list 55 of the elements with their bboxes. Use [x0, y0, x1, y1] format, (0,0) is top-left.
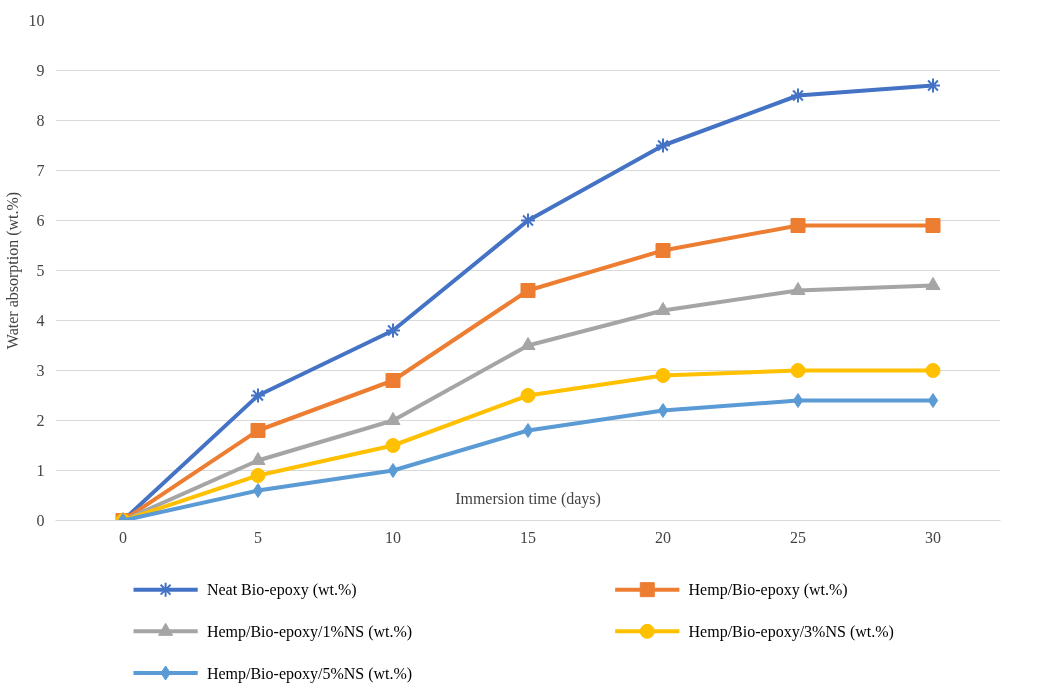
point: [385, 322, 401, 339]
y-tick-label: 2: [36, 412, 45, 429]
point: [925, 77, 941, 94]
y-tick-label: 10: [28, 12, 45, 29]
point: [387, 463, 399, 478]
y-tick-label: 6: [36, 212, 45, 229]
point: [250, 387, 266, 404]
point: [385, 373, 401, 388]
point: [925, 218, 941, 233]
point: [522, 423, 534, 438]
x-tick-label: 5: [254, 528, 262, 546]
x-tick-label: 25: [790, 528, 806, 546]
x-tick-label: 10: [385, 528, 401, 546]
point: [250, 451, 266, 466]
point: [790, 281, 806, 296]
point: [657, 403, 669, 418]
point: [655, 368, 671, 383]
y-tick-label: 9: [36, 62, 45, 79]
point: [790, 363, 806, 378]
y-axis-title: Water absorption (wt.%): [3, 191, 22, 350]
point: [792, 393, 804, 408]
point: [925, 363, 941, 378]
x-axis-title: Immersion time (days): [455, 489, 601, 508]
point: [790, 87, 806, 104]
point: [385, 411, 401, 426]
y-tick-label: 5: [36, 262, 45, 279]
x-tick-label: 30: [925, 528, 941, 546]
x-tick-label: 0: [119, 528, 127, 546]
legend-label: Neat Bio-epoxy (wt.%): [206, 581, 357, 600]
point: [250, 468, 266, 483]
x-tick-label: 15: [520, 528, 536, 546]
y-tick-label: 1: [36, 462, 45, 479]
legend-label: Hemp/Bio-epoxy (wt.%): [688, 581, 848, 600]
point: [925, 276, 941, 291]
point: [250, 423, 266, 438]
point: [790, 218, 806, 233]
point: [520, 336, 536, 351]
point: [520, 388, 536, 403]
point: [927, 393, 939, 408]
y-tick-label: 7: [36, 162, 45, 179]
point: [520, 283, 536, 298]
point: [655, 243, 671, 258]
y-tick-label: 3: [36, 362, 45, 379]
point: [385, 438, 401, 453]
point: [520, 212, 536, 229]
point: [252, 483, 264, 498]
y-tick-label: 8: [36, 112, 45, 129]
point: [655, 301, 671, 316]
point: [655, 137, 671, 154]
legend-label: Hemp/Bio-epoxy/5%NS (wt.%): [206, 664, 413, 683]
legend-label: Hemp/Bio-epoxy/1%NS (wt.%): [206, 622, 413, 641]
y-tick-label: 0: [36, 512, 45, 529]
legend-label: Hemp/Bio-epoxy/3%NS (wt.%): [688, 622, 894, 641]
x-tick-label: 20: [655, 528, 671, 546]
y-tick-label: 4: [36, 312, 45, 329]
